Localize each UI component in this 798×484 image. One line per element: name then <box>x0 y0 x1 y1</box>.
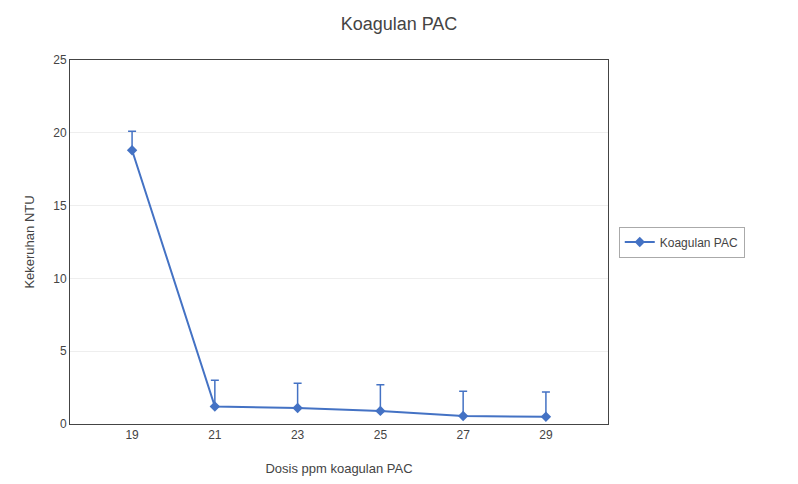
svg-text:27: 27 <box>456 428 470 442</box>
svg-text:Koagulan PAC: Koagulan PAC <box>341 14 458 34</box>
svg-text:20: 20 <box>53 126 67 140</box>
svg-text:25: 25 <box>53 53 67 67</box>
svg-text:29: 29 <box>539 428 553 442</box>
svg-text:21: 21 <box>208 428 222 442</box>
svg-text:Kekeruhan NTU: Kekeruhan NTU <box>22 195 37 288</box>
svg-text:15: 15 <box>53 199 67 213</box>
svg-text:Koagulan PAC: Koagulan PAC <box>660 236 738 250</box>
svg-text:10: 10 <box>53 272 67 286</box>
svg-text:23: 23 <box>291 428 305 442</box>
svg-text:Dosis ppm koagulan PAC: Dosis ppm koagulan PAC <box>265 461 412 476</box>
svg-text:25: 25 <box>374 428 388 442</box>
svg-text:19: 19 <box>125 428 139 442</box>
svg-text:0: 0 <box>60 417 67 431</box>
svg-text:5: 5 <box>60 344 67 358</box>
